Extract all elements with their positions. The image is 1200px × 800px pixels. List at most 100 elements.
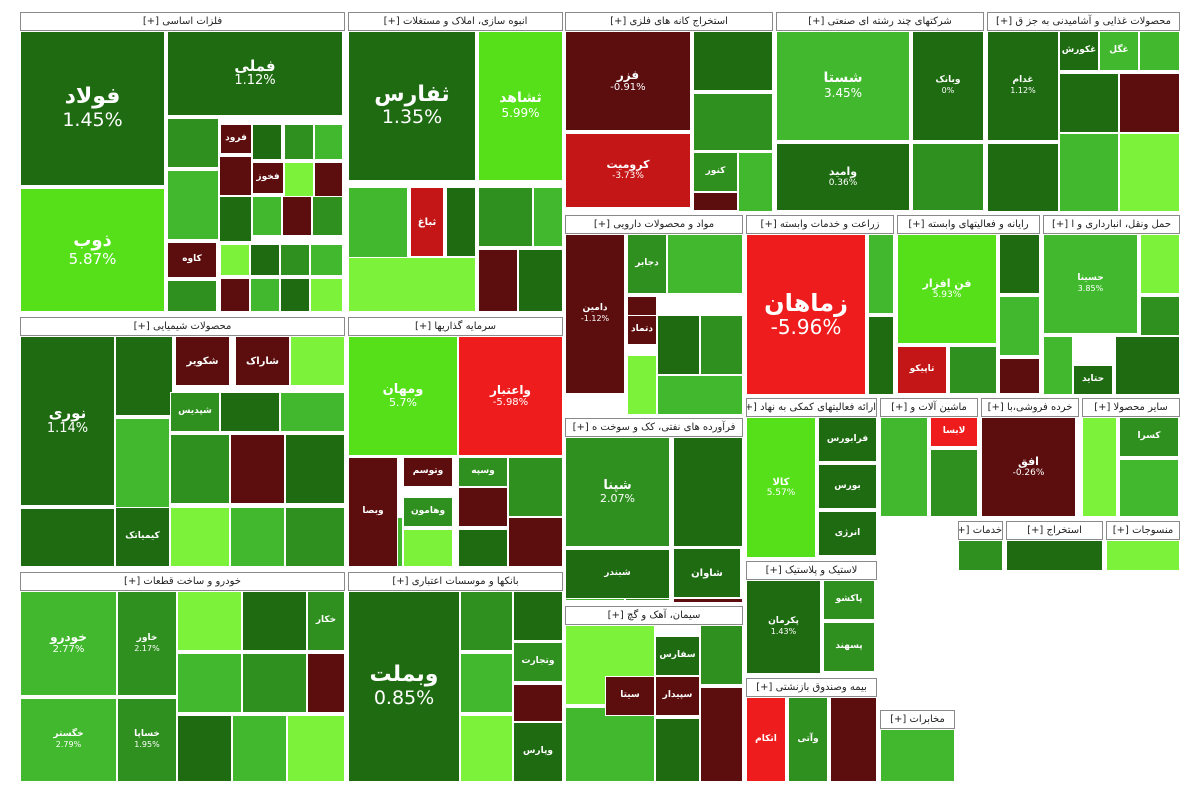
minor-tile[interactable] [868, 316, 894, 395]
minor-tile[interactable] [518, 249, 563, 312]
minor-tile[interactable] [1119, 73, 1180, 133]
stock-tile[interactable]: وآتی [788, 697, 828, 782]
minor-tile[interactable] [987, 143, 1059, 212]
minor-tile[interactable] [627, 296, 657, 316]
minor-tile[interactable] [1082, 417, 1117, 517]
sector-header[interactable]: سرمایه گذاریها [+] [348, 317, 563, 336]
minor-tile[interactable] [220, 278, 250, 312]
minor-tile[interactable] [20, 508, 115, 567]
stock-tile[interactable]: خگستر 2.79% [20, 698, 117, 782]
minor-tile[interactable] [1115, 336, 1180, 395]
minor-tile[interactable] [312, 196, 343, 236]
stock-tile[interactable]: سفارس [655, 636, 700, 676]
minor-tile[interactable] [700, 625, 743, 685]
stock-tile[interactable]: کرومیت -3.73% [565, 133, 691, 208]
sector-header[interactable]: خرده فروشی،با [+] [981, 398, 1079, 417]
stock-tile[interactable]: انرژی [818, 511, 877, 556]
sector-header[interactable]: شرکتهای چند رشته ای صنعتی [+] [776, 12, 984, 31]
minor-tile[interactable] [880, 729, 955, 782]
stock-tile[interactable]: وسپه [458, 457, 508, 487]
minor-tile[interactable] [1140, 234, 1180, 294]
sector-header[interactable]: خودرو و ساخت قطعات [+] [20, 572, 345, 591]
stock-tile[interactable]: بورس [818, 464, 877, 509]
minor-tile[interactable] [252, 196, 282, 236]
stock-tile[interactable]: خکار [307, 591, 345, 651]
minor-tile[interactable] [280, 392, 345, 432]
sector-header[interactable]: مخابرات [+] [880, 710, 955, 729]
sector-header[interactable]: رایانه و فعالیتهای وابسته [+] [897, 215, 1040, 234]
sector-header[interactable]: سایر محصولا [+] [1082, 398, 1180, 417]
minor-tile[interactable] [290, 336, 345, 386]
minor-tile[interactable] [513, 591, 563, 641]
minor-tile[interactable] [930, 449, 978, 517]
minor-tile[interactable] [170, 434, 230, 504]
minor-tile[interactable] [314, 162, 343, 202]
stock-tile[interactable]: خودرو 2.77% [20, 591, 117, 696]
minor-tile[interactable] [167, 118, 219, 168]
stock-tile[interactable]: شبندر [565, 549, 670, 599]
stock-tile[interactable]: فرابورس [818, 417, 877, 462]
minor-tile[interactable] [657, 315, 700, 375]
minor-tile[interactable] [285, 507, 345, 567]
minor-tile[interactable] [115, 336, 173, 416]
minor-tile[interactable] [1106, 540, 1180, 571]
minor-tile[interactable] [460, 653, 513, 713]
stock-tile[interactable]: شپنا 2.07% [565, 437, 670, 547]
stock-tile[interactable]: دتماد [627, 315, 657, 345]
minor-tile[interactable] [958, 540, 1003, 571]
minor-tile[interactable] [673, 598, 743, 603]
minor-tile[interactable] [657, 375, 743, 415]
minor-tile[interactable] [115, 418, 170, 508]
sector-header[interactable]: خدمات [+] [958, 521, 1003, 540]
sector-header[interactable]: حمل ونقل، انبارداری و ا [+] [1043, 215, 1180, 234]
minor-tile[interactable] [280, 244, 310, 276]
stock-tile[interactable]: پسهند [823, 622, 875, 672]
minor-tile[interactable] [242, 591, 307, 651]
minor-tile[interactable] [880, 417, 928, 517]
stock-tile[interactable]: کنور [693, 152, 738, 192]
minor-tile[interactable] [310, 244, 343, 276]
minor-tile[interactable] [478, 187, 533, 247]
sector-header[interactable]: انبوه سازی، املاک و مستغلات [+] [348, 12, 563, 31]
stock-tile[interactable]: واعتبار -5.98% [458, 336, 563, 456]
sector-header[interactable]: فلزات اساسی [+] [20, 12, 345, 31]
sector-header[interactable]: ارائه فعالیتهای کمکی به نهاد [+] [746, 398, 877, 417]
minor-tile[interactable] [177, 715, 232, 782]
sector-header[interactable]: بیمه وصندوق بازنشتی [+] [746, 678, 877, 697]
sector-header[interactable]: سیمان، آهک و گچ [+] [565, 606, 743, 625]
minor-tile[interactable] [1140, 296, 1180, 336]
minor-tile[interactable] [746, 674, 875, 676]
minor-tile[interactable] [1119, 133, 1180, 212]
minor-tile[interactable] [1043, 336, 1073, 395]
stock-tile[interactable]: دجابر [627, 234, 667, 294]
minor-tile[interactable] [533, 187, 563, 247]
stock-tile[interactable]: شاوان [673, 548, 741, 598]
stock-tile[interactable]: فخوز [252, 162, 284, 194]
stock-tile[interactable]: کیمیاتک [115, 507, 170, 567]
stock-tile[interactable]: شستا 3.45% [776, 31, 910, 141]
minor-tile[interactable] [508, 517, 563, 567]
minor-tile[interactable] [403, 529, 453, 567]
minor-tile[interactable] [314, 124, 343, 160]
stock-tile[interactable]: اتکام [746, 697, 786, 782]
stock-tile[interactable]: سیتا [605, 676, 655, 716]
minor-tile[interactable] [177, 653, 242, 713]
minor-tile[interactable] [478, 249, 518, 312]
sector-header[interactable]: فرآورده های نفتی، کک و سوخت ه [+] [565, 418, 743, 437]
stock-tile[interactable]: ثباغ [410, 187, 444, 257]
stock-tile[interactable]: حتاید [1073, 365, 1113, 395]
minor-tile[interactable] [700, 315, 743, 375]
stock-tile[interactable]: شکویر [175, 336, 230, 386]
minor-tile[interactable] [627, 355, 657, 415]
minor-tile[interactable] [219, 156, 252, 196]
stock-tile[interactable]: کاوه [167, 242, 217, 278]
sector-header[interactable]: مواد و محصولات دارویی [+] [565, 215, 743, 234]
minor-tile[interactable] [310, 278, 343, 312]
stock-tile[interactable]: ثشاهد 5.99% [478, 31, 563, 181]
stock-tile[interactable]: لابسا [930, 417, 978, 447]
stock-tile[interactable]: افق -0.26% [981, 417, 1076, 517]
sector-header[interactable]: محصولات غذایی و آشامیدنی به جز ق [+] [987, 12, 1180, 31]
stock-tile[interactable]: خساپا 1.95% [117, 698, 177, 782]
minor-tile[interactable] [667, 234, 743, 294]
minor-tile[interactable] [868, 234, 894, 314]
